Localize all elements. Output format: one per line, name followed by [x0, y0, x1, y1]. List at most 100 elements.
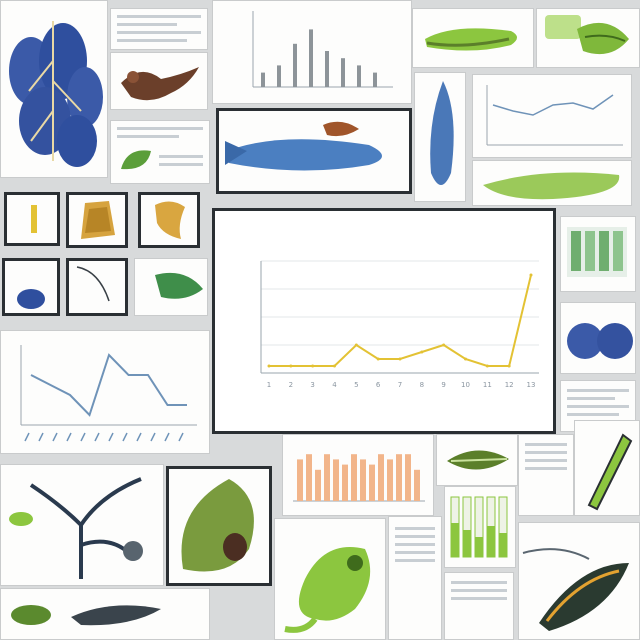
beetle-icon — [181, 479, 254, 572]
x-tick-label: 2 — [289, 381, 293, 389]
bar — [306, 454, 312, 501]
x-tick-label: 5 — [354, 381, 358, 389]
frame-yellow — [4, 192, 60, 246]
data-point — [398, 357, 402, 361]
grid-icon — [567, 227, 627, 277]
x-tick-mark — [52, 432, 58, 442]
line-chart-right — [486, 85, 623, 146]
data-point — [376, 357, 380, 361]
bar — [341, 58, 345, 87]
x-tick-mark — [38, 432, 44, 442]
x-tick-label: 3 — [310, 381, 314, 389]
specimen-icon-2 — [155, 201, 185, 239]
text-panel-bottom-right — [518, 434, 574, 516]
data-point — [485, 364, 489, 368]
bar — [277, 65, 281, 87]
grid-panel-right — [560, 216, 636, 292]
fish-tile — [0, 588, 210, 640]
fish-icon — [11, 605, 161, 626]
bar-chart-top — [252, 11, 393, 88]
bar — [387, 459, 393, 501]
bar — [414, 469, 420, 501]
tube-fill — [451, 523, 459, 557]
x-tick-mark — [80, 432, 86, 442]
leaf-cluster-tile — [0, 0, 108, 178]
tubes-panel — [388, 516, 442, 640]
data-point — [333, 364, 336, 368]
frame-blue-blob — [2, 258, 60, 316]
tube-fill — [463, 530, 471, 557]
center-chart-panel: 1 2 3 4 5 6 7 8 9 10 11 12 13 — [212, 208, 556, 434]
bar — [333, 459, 339, 501]
bar — [309, 29, 313, 87]
x-tick-label: 8 — [420, 381, 424, 389]
leaf-green-icon — [155, 272, 203, 299]
branch-tile — [0, 464, 164, 586]
cucumber-icon — [483, 172, 620, 200]
frame-specimen-2 — [138, 192, 200, 248]
bar — [351, 454, 357, 501]
data-point — [507, 364, 511, 368]
bird-icon — [121, 67, 199, 101]
data-point — [529, 273, 533, 277]
bar — [405, 454, 411, 501]
text-panel-bottom-mid — [444, 572, 514, 640]
pepper-icon-vertical — [430, 81, 454, 185]
test-tubes-tile — [444, 486, 516, 568]
bar — [324, 454, 330, 501]
tube-fill — [487, 526, 495, 557]
chameleon-tile — [274, 518, 386, 640]
whale-icon — [225, 121, 382, 171]
pepper-icon — [425, 28, 517, 51]
bar — [325, 51, 329, 87]
x-tick-label: 13 — [527, 381, 536, 389]
bar — [293, 43, 297, 87]
bar — [315, 469, 321, 501]
x-tick-label: 9 — [441, 381, 445, 389]
data-point — [354, 343, 358, 347]
line-chart-left-tile — [0, 330, 210, 454]
yellow-strip — [31, 205, 37, 233]
tube-icon — [587, 433, 633, 511]
line-chart-left — [20, 345, 197, 442]
data-point — [442, 343, 446, 347]
x-tick-mark — [164, 432, 170, 442]
tube-fill — [475, 537, 483, 557]
x-tick-mark — [122, 432, 128, 442]
data-point — [289, 364, 293, 368]
green-tube-tile — [574, 420, 640, 516]
bar — [369, 464, 375, 501]
x-tick-label: 12 — [505, 381, 514, 389]
specimen-icon — [81, 201, 115, 239]
x-tick-label: 6 — [376, 381, 381, 389]
leaf-small-icon — [121, 150, 151, 170]
bar — [378, 454, 384, 501]
x-tick-label: 1 — [267, 381, 271, 389]
berry-icon — [567, 323, 633, 359]
bar — [261, 72, 265, 87]
bar-chart-peach — [293, 454, 425, 502]
x-tick-mark — [66, 432, 72, 442]
pepper-tile-right — [472, 160, 632, 206]
frame-leaf-green — [134, 258, 208, 316]
blob-icon — [17, 289, 45, 309]
line-chart-right-tile — [472, 74, 632, 158]
bar — [373, 72, 377, 87]
frame-specimen-1 — [66, 192, 128, 248]
insect-icon — [522, 548, 629, 631]
leaf-stripe-tile — [436, 434, 518, 486]
bar — [357, 65, 361, 87]
bar — [342, 464, 348, 501]
data-point — [267, 364, 271, 368]
center-line-chart: 1 2 3 4 5 6 7 8 9 10 11 12 13 — [260, 260, 539, 389]
chameleon-icon — [284, 547, 371, 633]
leaf-stripe-icon — [447, 450, 509, 470]
data-point — [311, 364, 315, 368]
x-tick-mark — [136, 432, 142, 442]
data-point — [420, 350, 424, 354]
x-tick-label: 4 — [332, 381, 337, 389]
bar-chart-peach-tile — [282, 434, 434, 516]
text-panel-left — [110, 120, 210, 184]
x-tick-label: 7 — [398, 381, 402, 389]
x-tick-label: 11 — [483, 381, 492, 389]
